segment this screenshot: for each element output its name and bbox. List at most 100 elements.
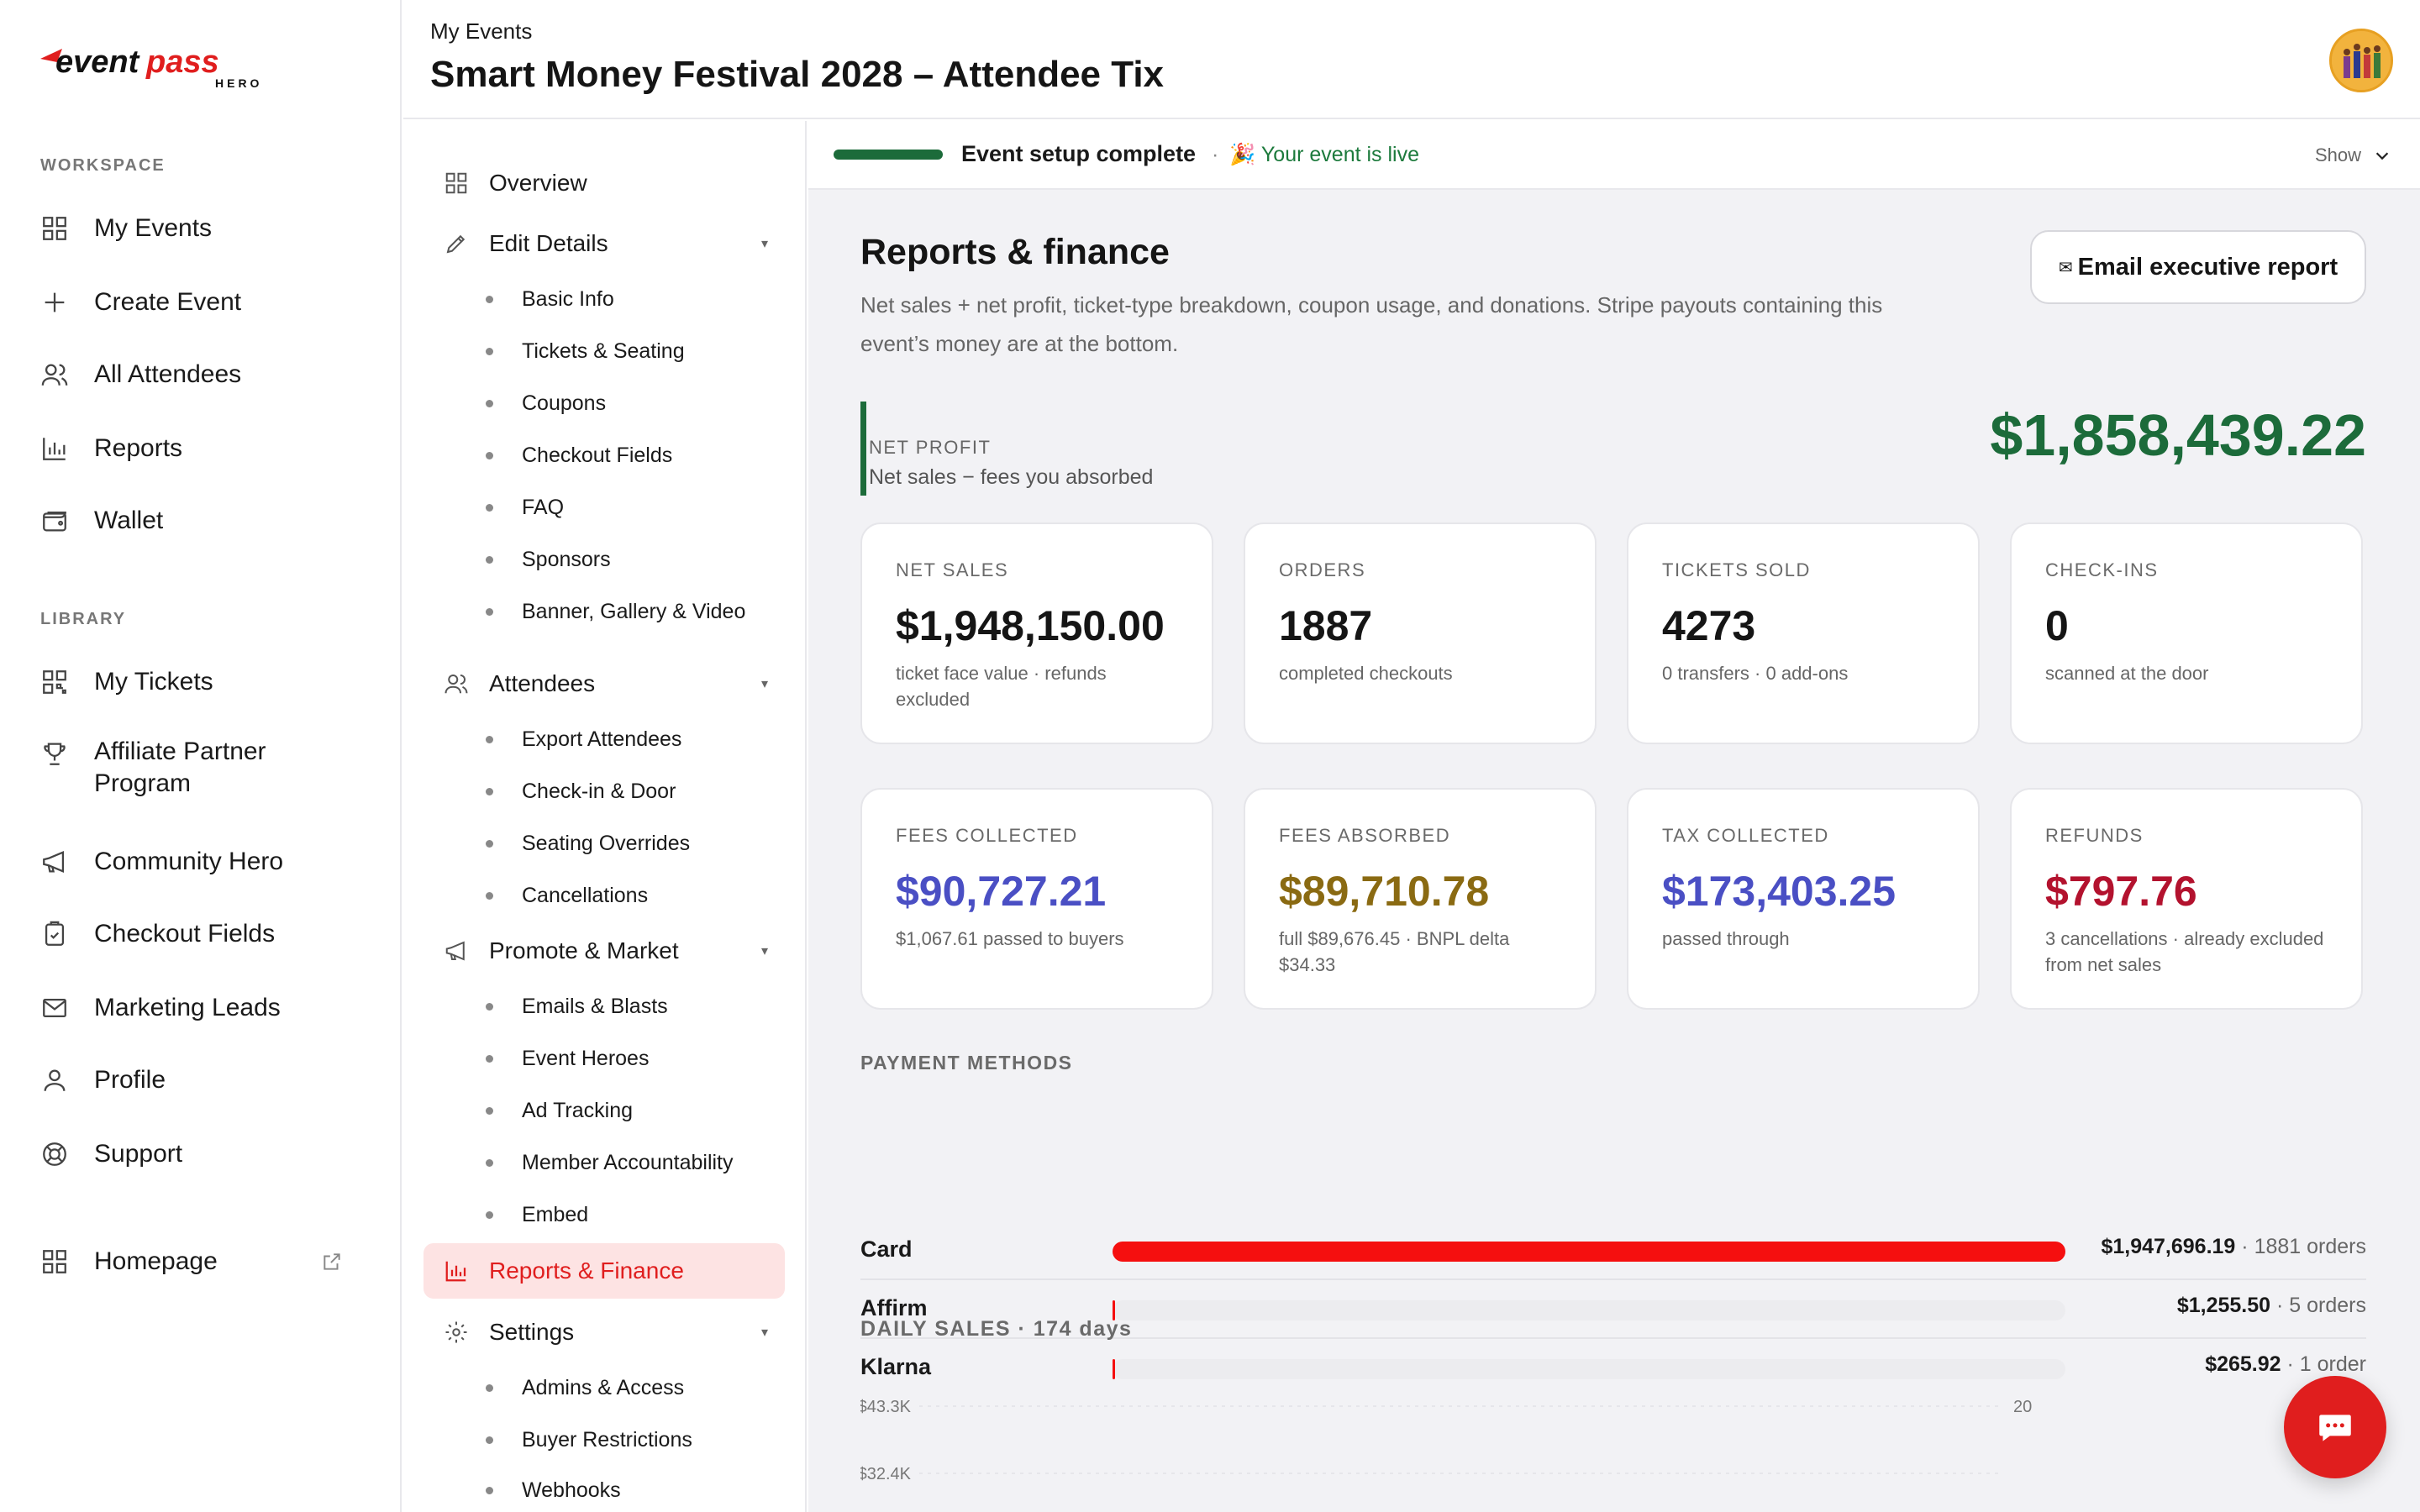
card-subtext: $1,067.61 passed to buyers: [896, 928, 1124, 949]
grid-icon: [40, 1247, 69, 1276]
sidebar-item-all-attendees[interactable]: All Attendees: [40, 354, 376, 395]
payment-methods-title: PAYMENT METHODS: [860, 1052, 1073, 1074]
subnav-reports-finance[interactable]: Reports & Finance: [424, 1243, 785, 1299]
subnav-label: Edit Details: [489, 230, 608, 256]
tickets-sold-card: TICKETS SOLD 4273 0 transfers · 0 add-on…: [1627, 522, 1980, 744]
megaphone-icon: [444, 938, 469, 963]
subnav-check-in-door[interactable]: Check-in & Door: [486, 774, 676, 808]
wallet-icon: [40, 507, 69, 535]
plus-icon: [40, 288, 69, 317]
gear-icon: [444, 1320, 469, 1345]
sidebar-item-my-tickets[interactable]: My Tickets: [40, 662, 376, 702]
subnav-settings[interactable]: Settings ▾: [444, 1309, 788, 1356]
payment-order-count: · 1881 orders: [2241, 1235, 2366, 1258]
subnav-event-heroes[interactable]: Event Heroes: [486, 1042, 649, 1075]
avatar[interactable]: [2329, 29, 2393, 92]
chat-bubble-icon: [2319, 1415, 2351, 1441]
subnav-checkout-fields[interactable]: Checkout Fields: [486, 438, 672, 472]
subnav-cancellations[interactable]: Cancellations: [486, 879, 648, 912]
sidebar-item-label: Wallet: [94, 507, 164, 534]
sidebar-item-support[interactable]: Support: [40, 1134, 376, 1174]
sidebar-item-create-event[interactable]: Create Event: [40, 282, 376, 323]
page-header: My Events Smart Money Festival 2028 – At…: [403, 0, 2420, 119]
chat-support-button[interactable]: [2284, 1376, 2386, 1478]
subnav-embed[interactable]: Embed: [486, 1198, 588, 1231]
sidebar-item-label: Homepage: [94, 1247, 218, 1275]
qr-icon: [40, 668, 69, 696]
sidebar-item-marketing-leads[interactable]: Marketing Leads: [40, 988, 376, 1028]
setup-show-toggle[interactable]: Show: [2315, 144, 2391, 166]
subnav-tickets-seating[interactable]: Tickets & Seating: [486, 334, 685, 368]
grid-icon: [444, 171, 469, 196]
subnav-banner-gallery[interactable]: Banner, Gallery & Video: [486, 595, 745, 628]
card-label: TAX COLLECTED: [1662, 825, 1829, 846]
sidebar-item-profile[interactable]: Profile: [40, 1060, 376, 1100]
caret-down-icon[interactable]: ▾: [760, 677, 768, 691]
svg-text:event: event: [55, 45, 140, 80]
subnav-faq[interactable]: FAQ: [486, 491, 564, 524]
subnav-member-accountability[interactable]: Member Accountability: [486, 1146, 734, 1179]
tax-collected-card: TAX COLLECTED $173,403.25 passed through: [1627, 788, 1980, 1010]
payment-amount-value: $1,947,696.19: [2101, 1235, 2236, 1258]
sidebar-item-label: All Attendees: [94, 360, 242, 388]
reports-description: Net sales + net profit, ticket-type brea…: [860, 292, 1883, 356]
subnav-buyer-restrictions[interactable]: Buyer Restrictions: [486, 1423, 692, 1457]
payment-amount: $1,255.50 · 5 orders: [2177, 1294, 2366, 1318]
subnav-emails-blasts[interactable]: Emails & Blasts: [486, 990, 668, 1023]
subnav-label: Attendees: [489, 670, 596, 696]
subnav-label: Settings: [489, 1319, 575, 1345]
party-icon: 🎉: [1229, 143, 1256, 166]
subnav-basic-info[interactable]: Basic Info: [486, 282, 614, 316]
card-subtext: completed checkouts: [1279, 663, 1453, 684]
caret-down-icon[interactable]: ▾: [760, 1326, 768, 1340]
sidebar-item-label: Reports: [94, 434, 183, 462]
caret-down-icon[interactable]: ▾: [760, 944, 768, 958]
subnav-export-attendees[interactable]: Export Attendees: [486, 722, 681, 756]
trophy-icon: [40, 739, 69, 768]
sidebar-item-checkout-fields[interactable]: Checkout Fields: [40, 914, 376, 954]
sidebar-item-reports[interactable]: Reports: [40, 428, 376, 469]
email-executive-report-button[interactable]: ✉ Email executive report: [2030, 230, 2366, 304]
card-label: REFUNDS: [2045, 825, 2144, 846]
payment-amount: $265.92 · 1 order: [2205, 1352, 2366, 1377]
sidebar-item-label: My Tickets: [94, 668, 213, 696]
sidebar-item-label: My Events: [94, 214, 213, 242]
users-icon: [444, 671, 469, 696]
user-icon: [40, 1066, 69, 1095]
subnav-coupons[interactable]: Coupons: [486, 386, 606, 420]
envelope-icon: ✉: [2058, 258, 2073, 277]
card-value: $90,727.21: [896, 868, 1107, 915]
eventpass-logo[interactable]: event pass HERO: [37, 40, 272, 94]
separator-dot: ·: [1212, 143, 1219, 166]
fees-collected-card: FEES COLLECTED $90,727.21 $1,067.61 pass…: [860, 788, 1213, 1010]
caret-down-icon[interactable]: ▾: [760, 237, 768, 251]
subnav-overview[interactable]: Overview: [444, 160, 788, 207]
subnav-seating-overrides[interactable]: Seating Overrides: [486, 827, 690, 860]
card-value: $173,403.25: [1662, 868, 1897, 915]
payment-share-bar: [1113, 1359, 1116, 1379]
svg-text:HERO: HERO: [215, 76, 262, 90]
subnav-label: Overview: [489, 170, 587, 196]
net-profit-accent-bar: [860, 402, 866, 496]
subnav-attendees[interactable]: Attendees ▾: [444, 660, 788, 707]
sidebar-item-wallet[interactable]: Wallet: [40, 501, 376, 541]
daily-sales-title: DAILY SALES · 174 days: [860, 1317, 1133, 1341]
sidebar-item-label: Support: [94, 1140, 183, 1168]
net-sales-card: NET SALES $1,948,150.00 ticket face valu…: [860, 522, 1213, 744]
sidebar-item-affiliate-partner[interactable]: Affiliate Partner Program: [40, 736, 376, 803]
subnav-edit-details[interactable]: Edit Details ▾: [444, 220, 788, 267]
subnav-promote-market[interactable]: Promote & Market ▾: [444, 927, 788, 974]
sidebar-item-community-hero[interactable]: Community Hero: [40, 842, 376, 882]
subnav-webhooks[interactable]: Webhooks: [486, 1473, 621, 1507]
card-label: TICKETS SOLD: [1662, 559, 1811, 580]
payment-share-track: [1113, 1300, 2065, 1320]
lifebuoy-icon: [40, 1140, 69, 1168]
refunds-card: REFUNDS $797.76 3 cancellations · alread…: [2010, 788, 2363, 1010]
breadcrumb[interactable]: My Events: [430, 18, 533, 44]
mail-icon: [40, 994, 69, 1022]
subnav-sponsors[interactable]: Sponsors: [486, 543, 611, 576]
subnav-ad-tracking[interactable]: Ad Tracking: [486, 1094, 633, 1127]
subnav-admins-access[interactable]: Admins & Access: [486, 1371, 684, 1404]
sidebar-item-my-events[interactable]: My Events: [40, 208, 376, 249]
sidebar-item-homepage[interactable]: Homepage: [40, 1242, 376, 1282]
